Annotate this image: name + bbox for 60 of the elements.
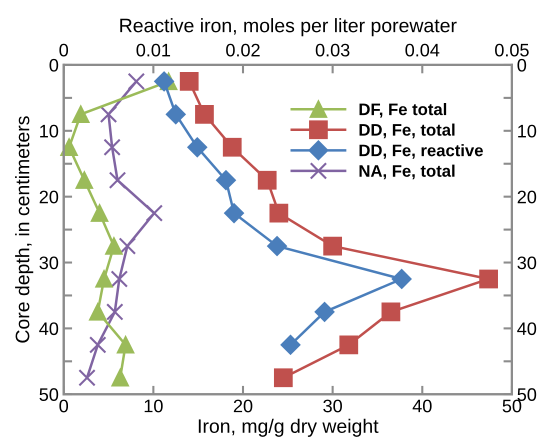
point [323, 236, 342, 256]
x-tick-label: 50 [502, 400, 522, 412]
y2-tick-label: 30 [517, 256, 536, 270]
y2-tick-label: 0 [517, 58, 526, 72]
x2-tick-label: 0.04 [405, 44, 440, 57]
y-tick-label: 40 [39, 322, 58, 336]
point [60, 138, 78, 156]
x2-tick-label: 0 [59, 44, 68, 57]
y2-tick-label: 40 [517, 322, 536, 336]
point [112, 369, 129, 386]
point [108, 172, 126, 189]
y2-tick-label: 10 [518, 124, 536, 138]
point [479, 270, 498, 288]
point [195, 104, 214, 124]
y-tick-label: 10 [40, 124, 58, 138]
x-tick-label: 40 [412, 400, 432, 412]
point [116, 336, 134, 354]
point [103, 138, 121, 156]
x-tick-label: 30 [323, 400, 342, 412]
x2-tick-label: 0.02 [226, 44, 260, 57]
point [90, 204, 108, 222]
x2-axis-title: Reactive iron, moles per liter porewater [120, 18, 457, 36]
y-axis-title: Core depth, in centimeters [15, 116, 34, 343]
legend-label: NA, Fe, total [360, 164, 454, 180]
x2-tick-label: 0.05 [495, 44, 529, 57]
x-axis-title: Iron, mg/g dry weight [198, 418, 378, 437]
x2-tick-label: 0.03 [316, 44, 350, 57]
point [100, 106, 118, 124]
point [78, 369, 96, 386]
point [95, 270, 113, 288]
legend-label: DD, Fe, reactive [360, 144, 483, 159]
point [89, 336, 106, 354]
point [89, 303, 106, 321]
point [110, 270, 128, 288]
point [118, 237, 136, 255]
point [72, 106, 90, 124]
y-tick-label: 0 [50, 58, 58, 72]
point [258, 170, 277, 190]
point [180, 72, 199, 91]
x-tick-label: 10 [144, 400, 163, 412]
point [146, 204, 163, 222]
y-tick-label: 30 [39, 256, 58, 270]
point [106, 303, 124, 321]
y2-tick-label: 50 [518, 388, 536, 401]
point [222, 138, 242, 157]
legend-label: DF, Fe total [360, 103, 446, 118]
y2-tick-label: 20 [518, 190, 536, 204]
point [382, 302, 400, 322]
point [274, 368, 293, 388]
x-tick-label: 0 [59, 400, 68, 412]
point [76, 172, 94, 189]
x2-tick-label: 0.01 [136, 44, 170, 57]
legend-label: DD, Fe, total [360, 124, 454, 138]
point [269, 204, 288, 223]
point [128, 72, 146, 90]
x-tick-label: 20 [234, 400, 252, 412]
y-tick-label: 20 [40, 190, 58, 204]
point [105, 237, 123, 255]
point [339, 335, 358, 354]
y-tick-label: 50 [40, 388, 58, 401]
